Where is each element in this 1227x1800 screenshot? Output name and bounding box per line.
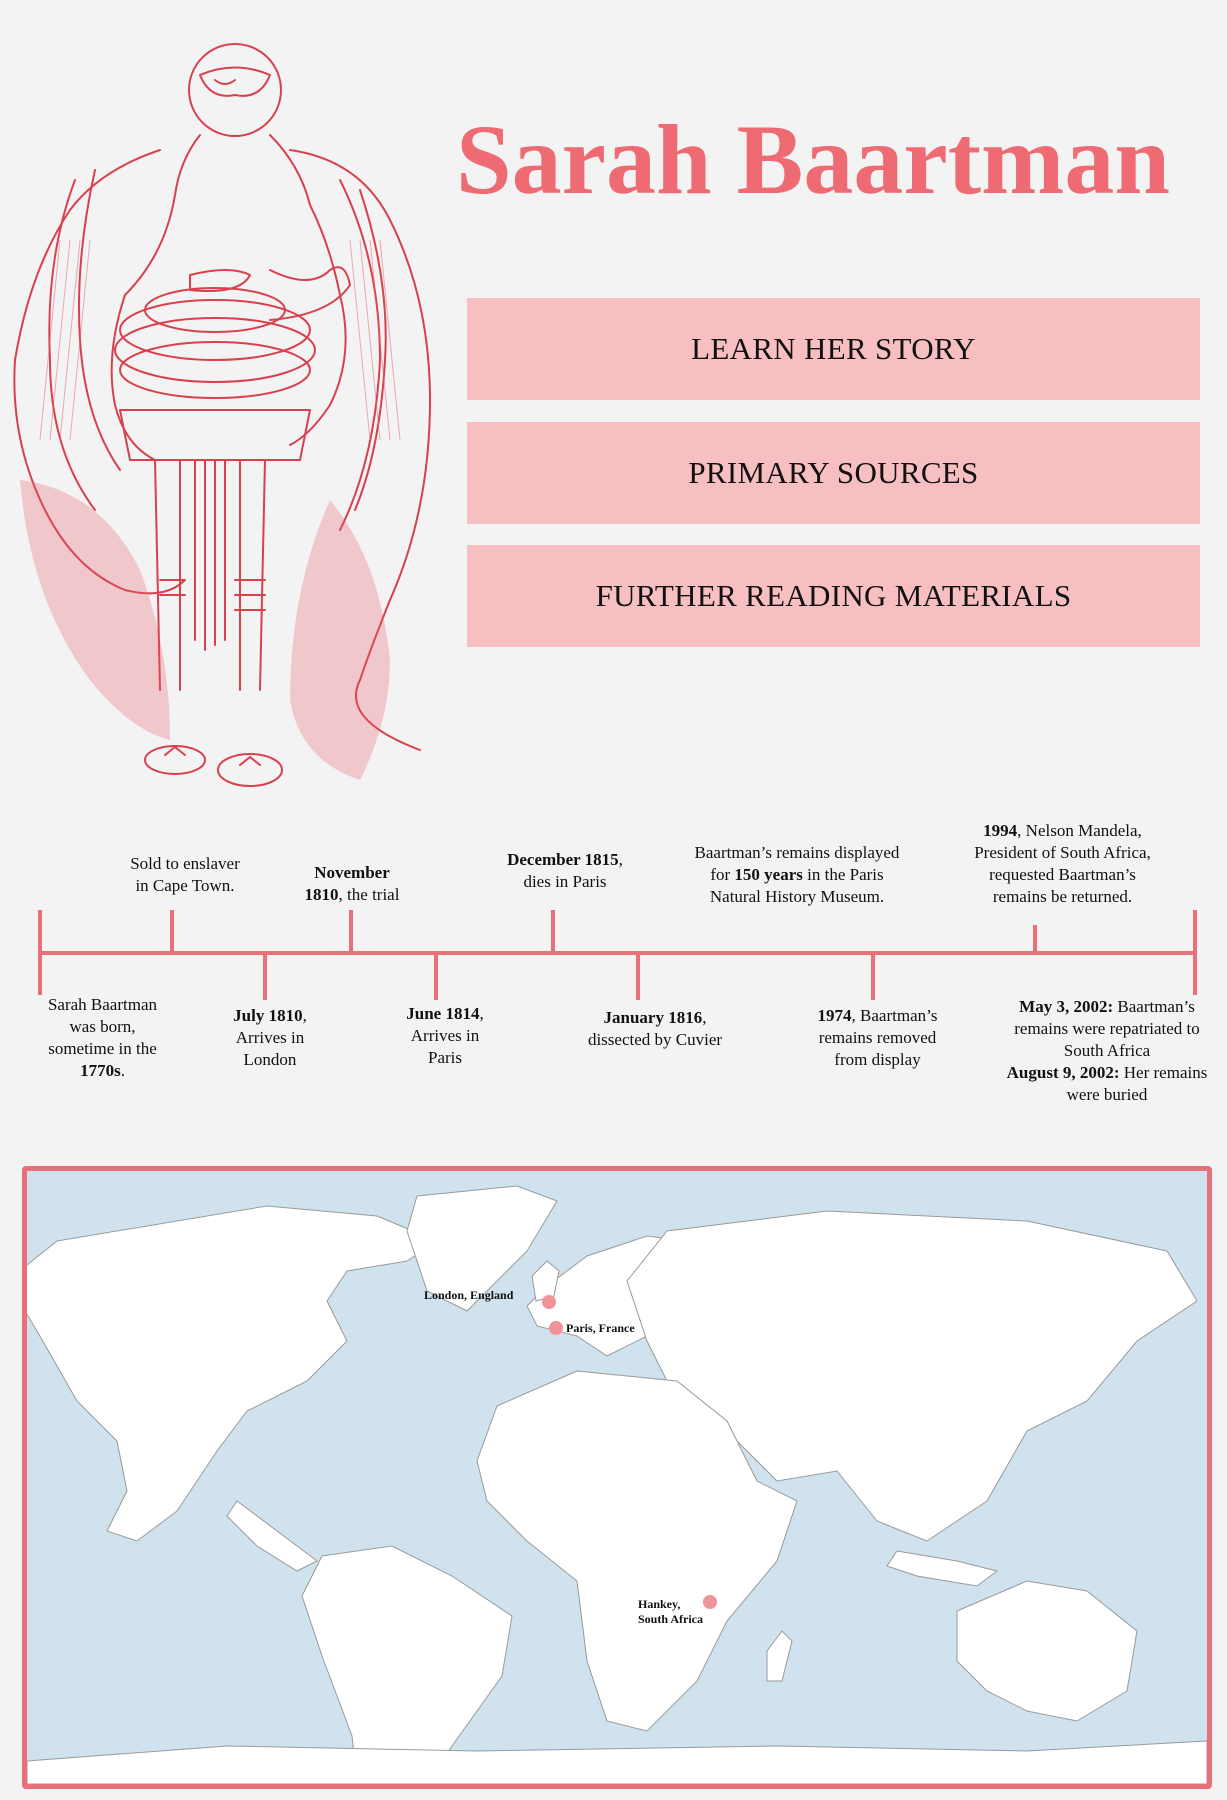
primary-sources-button[interactable]: PRIMARY SOURCES (467, 422, 1200, 524)
map-pin-paris (549, 1321, 563, 1335)
timeline-event-repatriated: May 3, 2002: Baartman’s remains were repa… (1006, 997, 1208, 1104)
further-reading-button[interactable]: FURTHER READING MATERIALS (467, 545, 1200, 647)
timeline-event-mandela: 1994, Nelson Mandela, President of South … (974, 821, 1151, 906)
map-pin-london (542, 1295, 556, 1309)
world-map-continents (27, 1185, 1207, 1784)
map-pin-hankey (703, 1595, 717, 1609)
page-title: Sarah Baartman (456, 104, 1170, 215)
timeline-event-trial: November 1810, the trial (304, 863, 400, 904)
map-label-hankey: Hankey, South Africa (638, 1597, 704, 1626)
sarah-baartman-illustration (13, 43, 431, 787)
map-label-london: London, England (424, 1288, 514, 1302)
timeline-event-dissected: January 1816, dissected by Cuvier (587, 1008, 723, 1049)
timeline-event-born: Sarah Baartman was born, sometime in the 17… (47, 995, 158, 1080)
world-map: London, England Paris, France Hankey, Sou… (22, 1166, 1212, 1789)
timeline-event-removed: 1974, Baartman’s remains removed from disp… (817, 1006, 938, 1069)
timeline-event-museum: Baartman’s remains displayed for 150 year… (694, 843, 900, 906)
timeline-event-sold: Sold to enslaver in Cape Town. (130, 854, 240, 895)
timeline-axis (38, 910, 1197, 1000)
timeline-event-london: July 1810, Arrives in London (233, 1006, 307, 1069)
timeline-event-death: December 1815, dies in Paris (507, 850, 623, 891)
timeline-event-paris: June 1814, Arrives in Paris (406, 1004, 484, 1067)
learn-her-story-button[interactable]: LEARN HER STORY (467, 298, 1200, 400)
map-label-paris: Paris, France (566, 1321, 635, 1335)
